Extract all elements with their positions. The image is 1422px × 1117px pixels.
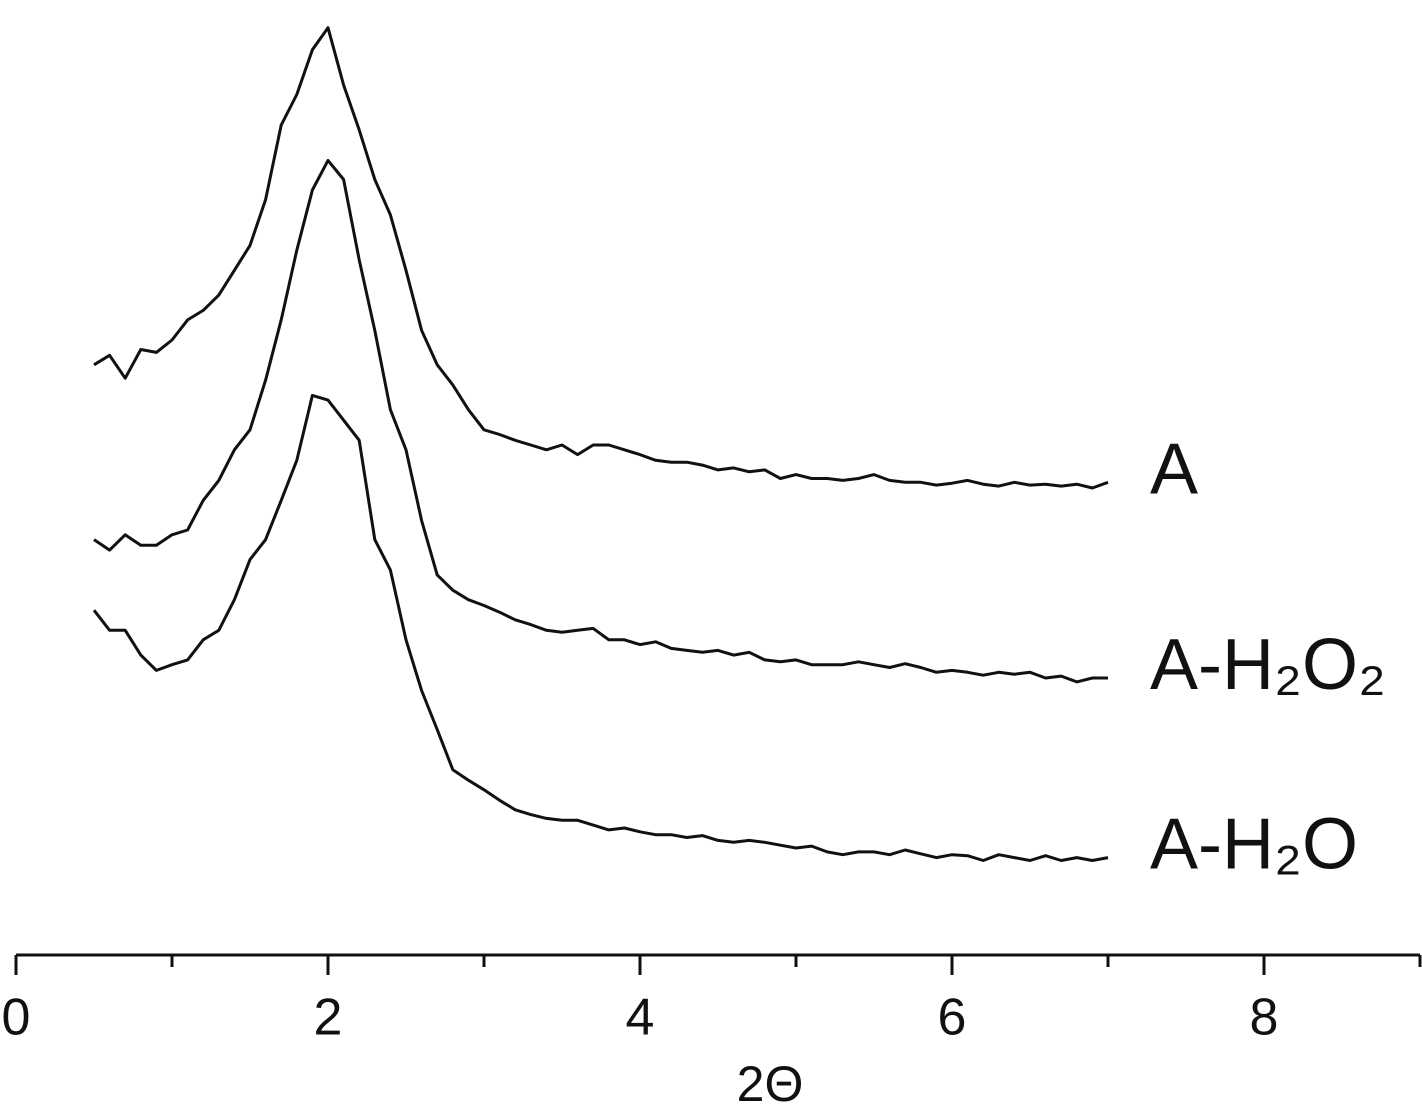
x-tick-label: 4: [626, 989, 655, 1047]
series-line: [93, 158, 1108, 684]
series-line: [93, 26, 1109, 490]
x-tick-label: 2: [314, 989, 343, 1047]
x-tick-label: 0: [2, 989, 31, 1047]
series-label: A-H₂O₂: [1150, 625, 1386, 705]
x-axis-label: 2Θ: [737, 1056, 804, 1112]
series-label: A: [1150, 429, 1198, 509]
series-label: A-H₂O: [1150, 805, 1358, 885]
series-line: [92, 393, 1109, 862]
x-tick-label: 8: [1250, 989, 1279, 1047]
x-tick-label: 6: [938, 989, 967, 1047]
